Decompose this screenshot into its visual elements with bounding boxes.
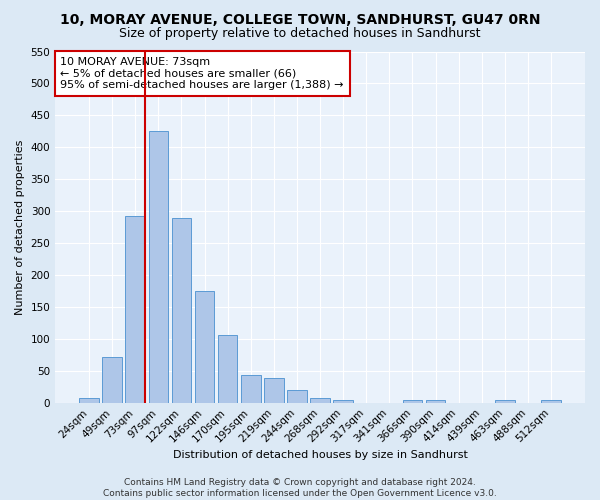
Bar (310, 398, 330, 402)
Bar (241, 376, 260, 402)
Y-axis label: Number of detached properties: Number of detached properties (15, 140, 25, 315)
Bar (125, 216, 145, 402)
Bar (195, 291, 214, 403)
Bar (403, 400, 422, 402)
Bar (149, 132, 168, 402)
Bar (218, 335, 238, 402)
Bar (264, 378, 284, 402)
Text: Size of property relative to detached houses in Sandhurst: Size of property relative to detached ho… (119, 26, 481, 40)
Text: 10, MORAY AVENUE, COLLEGE TOWN, SANDHURST, GU47 0RN: 10, MORAY AVENUE, COLLEGE TOWN, SANDHURS… (60, 12, 540, 26)
Bar (287, 390, 307, 402)
Bar (103, 358, 122, 403)
Bar (541, 400, 561, 402)
Text: 10 MORAY AVENUE: 73sqm
← 5% of detached houses are smaller (66)
95% of semi-deta: 10 MORAY AVENUE: 73sqm ← 5% of detached … (61, 57, 344, 90)
Bar (495, 400, 515, 402)
Bar (79, 398, 99, 402)
Bar (334, 400, 353, 402)
Text: Contains HM Land Registry data © Crown copyright and database right 2024.
Contai: Contains HM Land Registry data © Crown c… (103, 478, 497, 498)
Bar (426, 400, 445, 402)
X-axis label: Distribution of detached houses by size in Sandhurst: Distribution of detached houses by size … (173, 450, 467, 460)
Bar (172, 218, 191, 402)
